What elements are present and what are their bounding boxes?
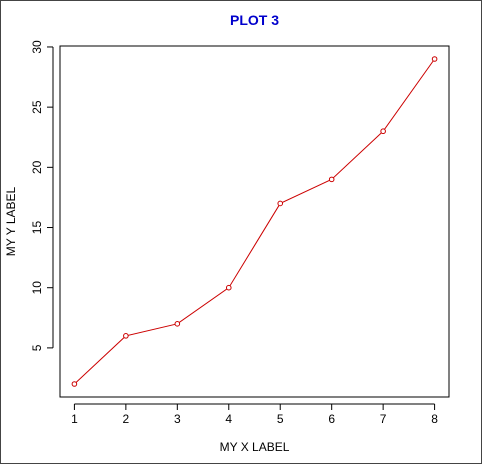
data-point — [380, 128, 386, 135]
y-axis: 5 10 15 20 25 30 — [30, 40, 54, 351]
data-point — [431, 56, 438, 62]
y-axis-label: MY Y LABEL — [4, 186, 18, 256]
y-tick-label: 15 — [30, 221, 44, 235]
x-tick-label: 6 — [328, 412, 335, 426]
data-point — [71, 381, 78, 387]
x-axis-label: MY X LABEL — [220, 440, 290, 454]
data-point — [277, 200, 284, 207]
x-tick-label: 7 — [380, 412, 387, 426]
y-tick-label: 20 — [30, 160, 44, 174]
y-tick-label: 10 — [30, 281, 44, 295]
data-point — [174, 321, 181, 327]
data-series — [71, 56, 438, 387]
data-point — [225, 284, 232, 291]
chart-title: PLOT 3 — [230, 12, 279, 28]
x-axis: 1 2 3 4 5 6 7 8 — [71, 403, 438, 426]
x-tick-label: 1 — [71, 412, 78, 426]
plot-area-border — [59, 45, 450, 398]
y-tick-label: 25 — [30, 100, 44, 114]
series-line — [74, 58, 435, 385]
data-point — [328, 176, 335, 183]
x-tick-label: 2 — [123, 412, 130, 426]
x-tick-label: 5 — [277, 412, 284, 426]
y-tick-label: 5 — [30, 344, 44, 351]
data-point — [123, 333, 129, 339]
x-tick-label: 4 — [225, 412, 232, 426]
y-tick-label: 30 — [30, 40, 44, 54]
x-tick-label: 8 — [431, 412, 438, 426]
x-tick-label: 3 — [174, 412, 181, 426]
